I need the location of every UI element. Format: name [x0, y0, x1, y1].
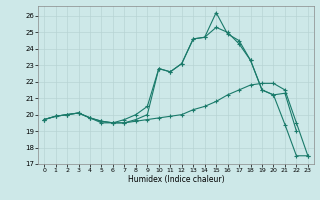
X-axis label: Humidex (Indice chaleur): Humidex (Indice chaleur) [128, 175, 224, 184]
